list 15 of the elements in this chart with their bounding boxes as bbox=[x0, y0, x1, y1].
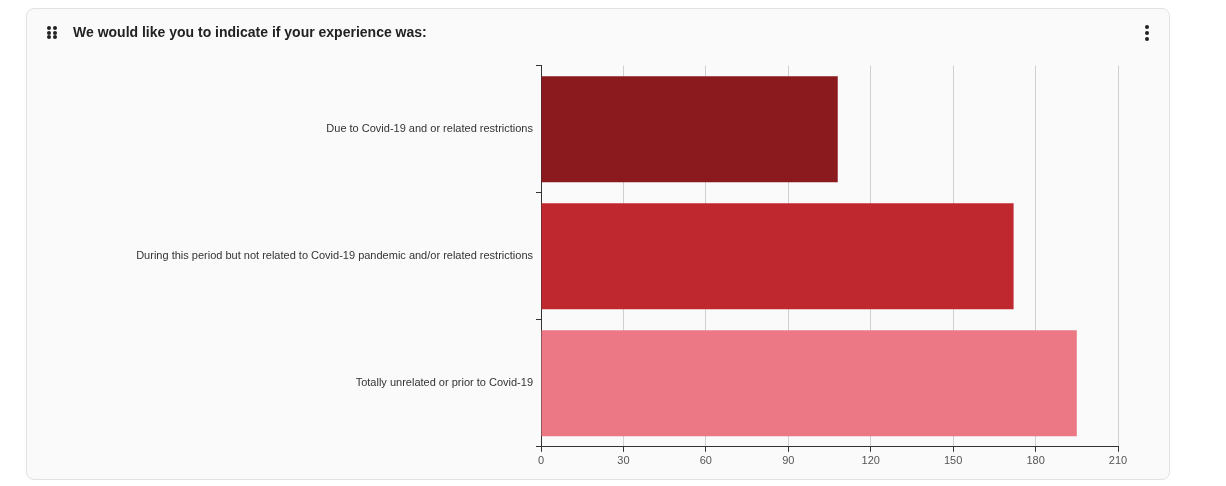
x-tick-label: 30 bbox=[617, 454, 630, 467]
y-tick-label: Totally unrelated or prior to Covid-19 bbox=[355, 376, 533, 389]
x-tick-label: 120 bbox=[861, 454, 880, 467]
x-tick-label: 210 bbox=[1108, 454, 1128, 467]
y-tick-label: During this period but not related to Covid-19 pandemic and/or related restrictions bbox=[136, 249, 534, 262]
bar bbox=[541, 203, 1014, 310]
x-tick-label: 0 bbox=[537, 454, 545, 467]
x-tick-label: 60 bbox=[699, 454, 712, 467]
x-tick-label: 180 bbox=[1026, 454, 1045, 467]
y-tick-label: Due to Covid-19 and or related restrictions bbox=[326, 122, 534, 135]
bar bbox=[541, 76, 838, 183]
x-tick-label: 90 bbox=[782, 454, 795, 467]
x-tick-label: 150 bbox=[943, 454, 963, 467]
text: We would like you to indicate if your experience was: bbox=[73, 24, 427, 40]
bar bbox=[541, 330, 1077, 437]
